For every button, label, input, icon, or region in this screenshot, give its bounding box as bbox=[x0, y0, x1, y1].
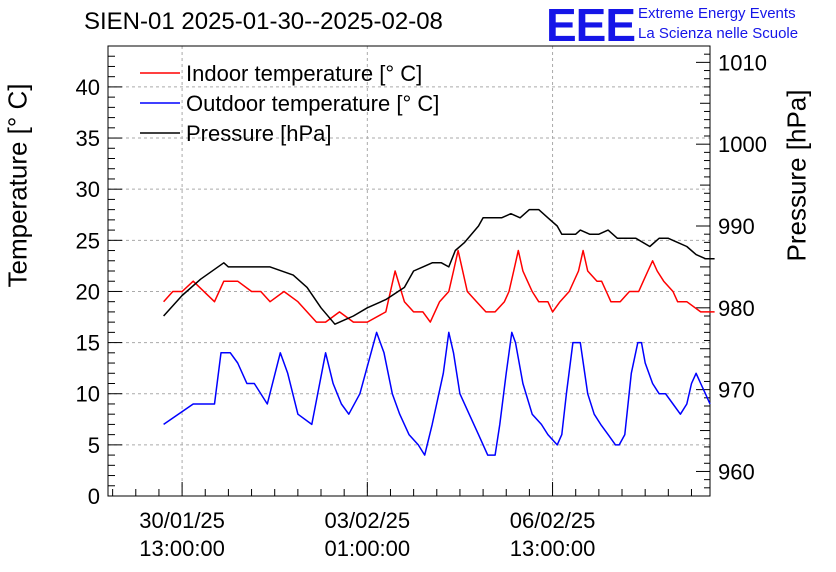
eee-logo: EEE bbox=[546, 0, 636, 51]
y-right-tick-label: 990 bbox=[718, 214, 755, 239]
legend-label: Indoor temperature [° C] bbox=[186, 61, 422, 86]
x-tick-label-time: 01:00:00 bbox=[325, 536, 411, 561]
legend-label: Pressure [hPa] bbox=[186, 121, 332, 146]
y-right-tick-label: 1010 bbox=[718, 50, 767, 75]
y-right-tick-label: 960 bbox=[718, 459, 755, 484]
axis-ticks: 0 5 10 15 20 25 30 35 40 960 970 980 990 1000 1010 30/0… bbox=[76, 45, 767, 561]
x-tick-label-time: 13:00:00 bbox=[139, 536, 225, 561]
y-left-tick-label: 5 bbox=[88, 433, 100, 458]
y-left-tick-label: 10 bbox=[76, 382, 100, 407]
x-tick-label-date: 06/02/25 bbox=[510, 508, 596, 533]
x-tick-label-time: 13:00:00 bbox=[510, 536, 596, 561]
series-line-3 bbox=[163, 208, 715, 325]
y-left-tick-label: 30 bbox=[76, 177, 100, 202]
brand-text: Extreme Energy Events La Scienza nelle S… bbox=[638, 4, 798, 44]
chart-title: SIEN-01 2025-01-30--2025-02-08 bbox=[84, 8, 443, 35]
y-left-tick-label: 20 bbox=[76, 279, 100, 304]
x-tick-label-date: 03/02/25 bbox=[325, 508, 411, 533]
y-left-tick-label: 35 bbox=[76, 126, 100, 151]
legend: Indoor temperature [° C] Outdoor temperat… bbox=[140, 61, 439, 146]
y-right-tick-label: 1000 bbox=[718, 132, 767, 157]
y-left-tick-label: 0 bbox=[88, 484, 100, 509]
y-left-tick-label: 40 bbox=[76, 75, 100, 100]
y-left-tick-label: 15 bbox=[76, 331, 100, 356]
x-tick-label-date: 30/01/25 bbox=[139, 508, 225, 533]
grid-lines bbox=[108, 46, 710, 496]
y-right-tick-label: 980 bbox=[718, 296, 755, 321]
y-right-tick-label: 970 bbox=[718, 378, 755, 403]
data-series bbox=[163, 208, 715, 456]
series-line-1 bbox=[163, 249, 715, 323]
legend-label: Outdoor temperature [° C] bbox=[186, 91, 439, 116]
brand-line-1: Extreme Energy Events bbox=[638, 5, 796, 22]
brand-line-2: La Scienza nelle Scuole bbox=[638, 25, 799, 42]
series-line-2 bbox=[163, 331, 711, 456]
y-left-tick-label: 25 bbox=[76, 228, 100, 253]
